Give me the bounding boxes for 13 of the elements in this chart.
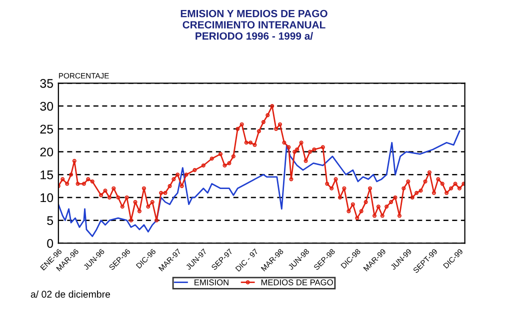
y-tick-label: 35: [40, 79, 54, 88]
y-tick-label: 15: [40, 170, 54, 180]
legend-label: EMISION: [194, 279, 228, 286]
chart-title: EMISION Y MEDIOS DE PAGO CRECIMIENTO INTERANUAL PERIODO 1996 - 1999 a/: [180, 10, 328, 40]
y-tick-label: 0: [47, 239, 54, 248]
y-tick-label: 30: [40, 102, 54, 111]
y-tick-label: 25: [40, 124, 54, 134]
text: a/ 02 de diciembre: [30, 290, 110, 298]
y-tick-label: 5: [47, 216, 54, 225]
legend-label: MEDIOS DE PAGO: [261, 279, 333, 286]
line-series: [58, 130, 460, 238]
y-tick-label: 10: [40, 193, 54, 202]
y-tick-label: 20: [40, 148, 54, 156]
